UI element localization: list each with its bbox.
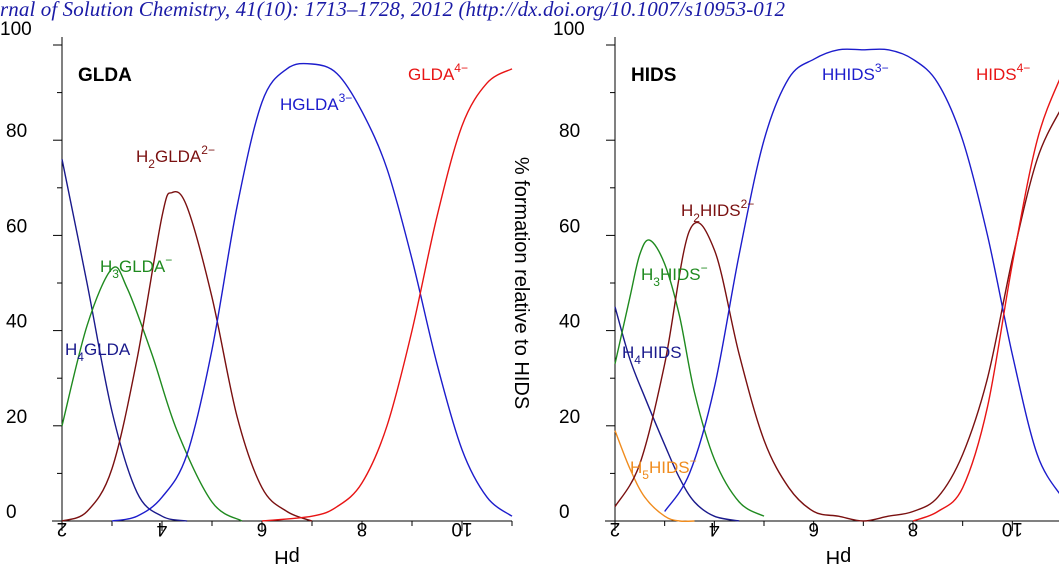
y-tick-label: 0: [6, 502, 17, 523]
series-line: [61, 159, 188, 522]
series-line: [111, 62, 513, 522]
x-tick-label: 8: [908, 518, 919, 539]
citation-banner: rnal of Solution Chemistry, 41(10): 1713…: [0, 0, 786, 21]
panel-title: GLDA: [78, 65, 132, 86]
series-line: [912, 79, 1059, 522]
series-label: H2HIDS2−: [681, 197, 754, 225]
y-tick-label: 0: [559, 502, 570, 523]
series-label: H2GLDA2−: [136, 143, 215, 171]
y-tick-label: 60: [559, 216, 580, 237]
series-line: [664, 48, 1059, 512]
x-tick-label: 2: [57, 518, 68, 539]
y-tick-label: 40: [559, 312, 580, 333]
series-label: HIDS4−: [976, 61, 1030, 84]
series-line: [614, 111, 1059, 522]
y-axis-title: % formation relative to HIDS: [510, 157, 532, 409]
y-tick-label: 80: [6, 121, 27, 142]
series-line: [614, 239, 765, 517]
x-tick-label: 8: [357, 518, 368, 539]
series-line: [61, 266, 243, 522]
series-line: [61, 190, 313, 522]
y-tick-label: 60: [6, 216, 27, 237]
series-label: GLDA4−: [408, 61, 468, 84]
panel-hids: 0 20 40 60 80 100 2 4 6 8 10 pH HIDS H5HIDS− H4HIDS H3H…: [553, 19, 1059, 564]
y-tick-label: 20: [559, 407, 580, 428]
panel-title: HIDS: [631, 65, 676, 86]
series-label: H3GLDA−: [100, 253, 172, 281]
x-tick-label: 10: [1002, 518, 1023, 539]
series-label: H4HIDS: [622, 343, 682, 367]
series-line: [614, 430, 695, 523]
series-label: HHIDS3−: [822, 61, 889, 84]
x-axis-title: pH: [274, 546, 300, 564]
series-label: H3HIDS−: [641, 261, 708, 289]
x-axis-title: pH: [826, 546, 852, 564]
x-tick-label: 10: [451, 518, 472, 539]
y-tick-label: 40: [6, 312, 27, 333]
panel-glda: 0 20 40 60 80 100 2 4 6 8 10 pH GLDA H4GLDA H3GLDA− H2G…: [0, 19, 513, 564]
x-tick-label: 4: [709, 518, 720, 539]
x-tick-label: 4: [156, 518, 167, 539]
series-label: H4GLDA: [65, 340, 131, 364]
y-tick-label: 100: [553, 19, 585, 40]
y-tick-label: 80: [559, 121, 580, 142]
x-tick-label: 6: [257, 518, 268, 539]
series-label: H5HIDS−: [630, 454, 697, 482]
x-tick-label: 2: [610, 518, 621, 539]
y-tick-label: 100: [0, 19, 32, 40]
y-tick-label: 20: [6, 407, 27, 428]
series-line: [614, 306, 740, 522]
series-line: [261, 68, 513, 522]
series-label: HGLDA3−: [280, 91, 352, 114]
x-tick-label: 6: [808, 518, 819, 539]
